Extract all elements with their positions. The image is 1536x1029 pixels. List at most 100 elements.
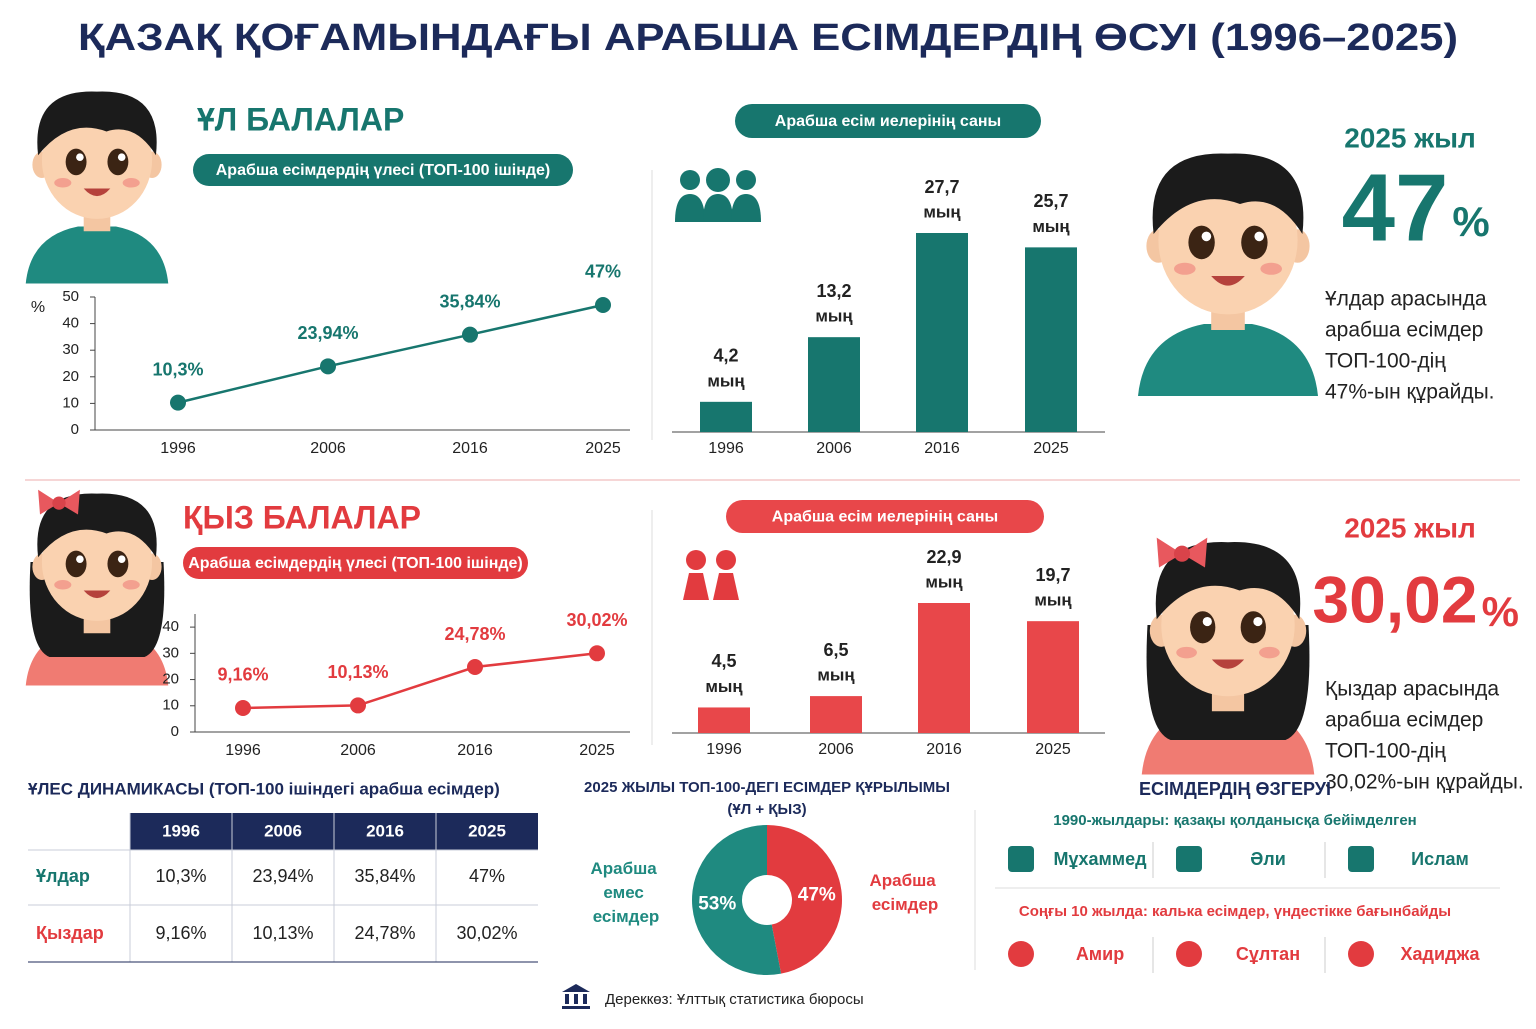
bar: [918, 603, 970, 733]
x-tick-label: 1996: [708, 440, 744, 457]
group-heading: Соңғы 10 жылда: калька есімдер, үндестік…: [1019, 903, 1451, 920]
x-tick-label: 2006: [310, 440, 346, 457]
y-tick-label: 10: [162, 697, 179, 714]
line: [177, 303, 604, 404]
icon: [706, 168, 730, 192]
y-tick-label: 0: [171, 723, 179, 740]
cell: 47%: [469, 866, 505, 886]
x-tick-label: 2025: [585, 440, 621, 457]
table-title: ҰЛЕС ДИНАМИКАСЫ (ТОП-100 ішіндегі арабша…: [28, 779, 500, 798]
bar: [1025, 247, 1077, 432]
icon: [731, 194, 761, 222]
y-axis-label: %: [31, 299, 45, 316]
data-label-unit: мың: [815, 307, 853, 326]
cheek: [1176, 646, 1197, 659]
point: [595, 296, 611, 313]
bow: [38, 489, 80, 515]
cell: 9,16%: [155, 923, 206, 943]
x-tick-label: 1996: [160, 440, 196, 457]
data-label: 4,5: [711, 651, 736, 671]
data-label: 24,78%: [444, 624, 505, 644]
bow: [1156, 537, 1208, 568]
data-label: 19,7: [1035, 565, 1070, 585]
icon: [703, 194, 733, 222]
data-label-unit: мың: [1032, 217, 1070, 236]
bar: [1027, 621, 1079, 733]
data-label: 30,02%: [566, 610, 627, 630]
cheek: [1174, 262, 1196, 275]
highlight-text: ТОП-100-дің: [1325, 350, 1446, 373]
bar: [916, 233, 968, 432]
name-icon: [1176, 941, 1202, 967]
data-label-unit: мың: [1034, 591, 1072, 610]
cell: 35,84%: [354, 866, 415, 886]
hair: [37, 91, 157, 156]
hair: [1155, 542, 1301, 620]
group-heading: 1990-жылдары: қазақы қолданысқа бейімдел…: [1053, 812, 1417, 829]
highlight-year: 2025 жыл: [1344, 512, 1476, 543]
legend-word: есімдер: [872, 895, 939, 914]
pill: [726, 500, 1044, 533]
highlight-value: 47: [1342, 154, 1449, 261]
point: [589, 645, 605, 662]
bar: [700, 401, 752, 432]
x-tick-label: 2016: [457, 742, 493, 759]
mouth: [83, 590, 111, 599]
eye-glint: [1254, 231, 1264, 242]
legend-word: есімдер: [593, 907, 660, 926]
icon: [716, 550, 736, 570]
cheek: [122, 580, 140, 590]
data-label-unit: мың: [925, 572, 963, 591]
y-tick-label: 30: [162, 644, 179, 661]
bow-knot: [52, 496, 66, 510]
eye: [107, 550, 129, 578]
highlight-text: арабша есімдер: [1325, 319, 1483, 342]
cell: 23,94%: [252, 866, 313, 886]
name-icon: [1008, 941, 1034, 967]
mouth: [1211, 659, 1245, 669]
pill: [735, 104, 1041, 138]
eye-glint: [117, 153, 126, 161]
x-tick-label: 2006: [340, 742, 376, 759]
point: [350, 697, 366, 714]
pill-label: Арабша есімдердің үлесі (ТОП-100 ішінде): [216, 162, 551, 179]
section-heading: ҚЫЗ БАЛАЛАР: [183, 499, 421, 535]
eye-glint: [117, 555, 126, 563]
eye-glint: [76, 555, 84, 563]
hair: [1152, 153, 1304, 234]
highlight-year: 2025 жыл: [1344, 122, 1476, 153]
data-label-unit: мың: [923, 202, 961, 221]
data-label: 6,5: [823, 640, 848, 660]
name-icon: [1348, 941, 1374, 967]
x-tick-label: 2025: [579, 742, 615, 759]
pill-label: Арабша есім иелерінің саны: [772, 509, 998, 526]
data-label: 35,84%: [439, 291, 500, 311]
mouth: [1211, 276, 1245, 286]
name-icon: [1176, 846, 1202, 872]
eye-glint: [76, 153, 84, 161]
pill: [193, 154, 573, 186]
cell: 30,02%: [456, 923, 517, 943]
highlight-value: 30,02: [1312, 562, 1477, 636]
kid-illustration: [1141, 537, 1315, 775]
cell: 24,78%: [354, 923, 415, 943]
kid-illustration: [25, 91, 169, 284]
data-label: 9,16%: [217, 665, 268, 685]
x-tick-label: 2016: [924, 440, 960, 457]
name: Сұлтан: [1236, 944, 1300, 964]
pill-label: Арабша есім иелерінің саны: [775, 113, 1001, 130]
row-label: Қыздар: [36, 923, 104, 943]
donut-segment: [692, 825, 782, 975]
y-tick-label: 0: [71, 421, 79, 438]
eye: [1241, 225, 1268, 260]
point: [462, 326, 478, 343]
section-heading: ҰЛ БАЛАЛАР: [197, 101, 404, 137]
shirt: [25, 226, 169, 284]
icon: [675, 194, 705, 222]
data-label: 10,3%: [152, 359, 203, 379]
highlight-text: арабша есімдер: [1325, 709, 1483, 732]
eye: [1240, 611, 1266, 644]
source: Дереккөз: Ұлттық статистика бюросы: [605, 991, 864, 1008]
cheek: [54, 178, 72, 188]
